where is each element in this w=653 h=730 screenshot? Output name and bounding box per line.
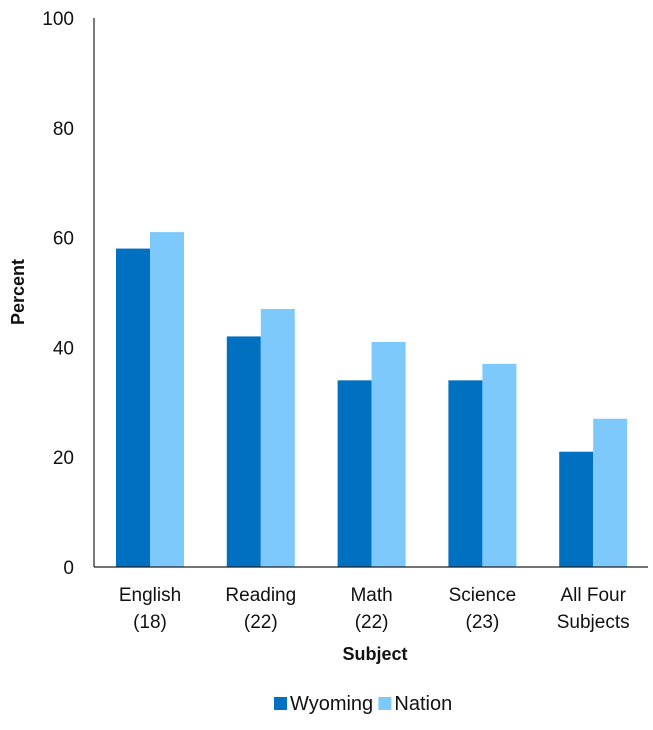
y-axis-title: Percent	[8, 259, 28, 325]
bar-nation	[482, 363, 517, 567]
x-tick-label-line: (22)	[244, 612, 278, 633]
x-tick-label: All Four Subjects	[557, 585, 630, 633]
y-tick-label: 100	[42, 9, 74, 30]
x-tick-label-line: Subjects	[557, 612, 630, 633]
y-tick-label: 0	[63, 558, 74, 579]
bar-wyoming	[226, 336, 261, 567]
x-tick-label-line: Math	[350, 585, 392, 606]
y-axis-ticks: 0 20 40 60 80 100	[42, 9, 74, 579]
bar-nation	[371, 341, 406, 567]
y-tick-label: 40	[53, 338, 74, 359]
y-tick-label: 80	[53, 119, 74, 140]
bar-nation	[593, 418, 628, 567]
bars	[116, 232, 628, 568]
y-tick-label: 20	[53, 448, 74, 469]
bar-nation	[260, 308, 295, 567]
x-tick-label: Math (22)	[350, 585, 392, 633]
x-tick-label: Science (23)	[449, 585, 517, 633]
bar-wyoming	[448, 380, 483, 567]
legend: Wyoming Nation	[274, 693, 452, 715]
x-tick-label-line: (23)	[466, 612, 500, 633]
x-tick-label: Reading (22)	[225, 585, 296, 633]
x-tick-label-line: Science	[449, 585, 517, 606]
x-tick-label-line: Reading	[225, 585, 296, 606]
x-tick-label-line: English	[119, 585, 181, 606]
legend-label: Wyoming	[290, 693, 373, 715]
x-tick-label: English (18)	[119, 585, 181, 633]
legend-label: Nation	[394, 693, 452, 715]
bar-wyoming	[337, 380, 372, 567]
y-tick-label: 60	[53, 229, 74, 250]
bar-nation	[150, 232, 184, 568]
legend-swatch	[378, 697, 392, 710]
x-tick-label-line: (22)	[355, 612, 389, 633]
bar-wyoming	[559, 451, 594, 567]
bar-wyoming	[116, 248, 150, 567]
x-axis-title: Subject	[342, 644, 407, 664]
x-tick-label-line: All Four	[560, 585, 626, 606]
x-tick-label-line: (18)	[133, 612, 167, 633]
x-axis-labels: English (18) Reading (22) Math (22) Science (23…	[119, 585, 630, 633]
legend-swatch	[274, 697, 287, 710]
